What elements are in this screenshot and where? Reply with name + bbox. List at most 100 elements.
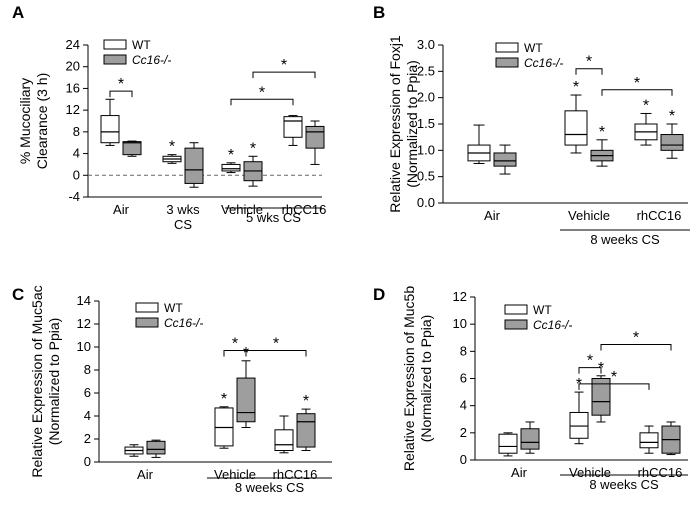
significance-bracket bbox=[578, 367, 602, 374]
significance-star: * bbox=[599, 124, 605, 141]
box-ko bbox=[146, 439, 166, 458]
y-tick-label: 12 bbox=[453, 289, 467, 304]
box-ko bbox=[590, 139, 614, 167]
x-category-label: 3 wks bbox=[166, 202, 200, 217]
group-label: 8 weeks CS bbox=[590, 232, 660, 247]
box-iqr bbox=[184, 147, 204, 184]
y-tick-label: 4 bbox=[73, 146, 80, 161]
box-iqr bbox=[100, 115, 120, 144]
box-iqr bbox=[493, 152, 517, 167]
legend-swatch bbox=[135, 317, 159, 328]
box-ko bbox=[305, 120, 325, 165]
bracket-star: * bbox=[586, 54, 592, 71]
y-tick-label: 6 bbox=[84, 385, 91, 400]
y-tick-label: 24 bbox=[66, 37, 80, 52]
x-category-label: rhCC16 bbox=[282, 202, 327, 217]
panel-letter: C bbox=[12, 285, 24, 304]
panel-letter: A bbox=[12, 3, 24, 22]
box-iqr bbox=[146, 440, 166, 455]
box-wt bbox=[283, 115, 303, 146]
box-wt bbox=[274, 415, 294, 454]
significance-bracket bbox=[109, 90, 133, 98]
y-tick-label: 0 bbox=[460, 452, 467, 467]
legend-label: Cc16-/- bbox=[132, 53, 171, 67]
significance-star: * bbox=[643, 97, 649, 114]
box-iqr bbox=[122, 141, 142, 156]
x-category-label: Air bbox=[484, 208, 501, 223]
legend-label: WT bbox=[132, 38, 151, 52]
box-ko bbox=[591, 375, 611, 423]
legend-label: WT bbox=[524, 41, 543, 55]
panel-b: B 0.0 0.5 1.0 1.5 2.0 2.5 3.0 Relative Expressio… bbox=[373, 3, 690, 247]
significance-bracket bbox=[575, 68, 603, 75]
y-tick-label: 10 bbox=[77, 339, 91, 354]
bracket-star: * bbox=[232, 335, 238, 352]
box-ko bbox=[243, 155, 263, 187]
box-wt bbox=[467, 124, 491, 164]
significance-star: * bbox=[228, 147, 234, 164]
y-axis-label: (Normalized to Ppia) bbox=[418, 315, 434, 443]
box-wt bbox=[564, 94, 588, 154]
box-ko bbox=[520, 421, 540, 454]
bracket-star: * bbox=[281, 57, 287, 74]
y-axis-label: (Normalized to Ppia) bbox=[404, 60, 420, 188]
legend-label: Cc16-/- bbox=[524, 56, 563, 70]
panel-letter: B bbox=[373, 3, 385, 22]
significance-bracket bbox=[601, 89, 673, 96]
legend-label: WT bbox=[533, 303, 552, 317]
bracket-star: * bbox=[611, 369, 617, 386]
bracket-star: * bbox=[118, 76, 124, 93]
box-ko bbox=[236, 360, 256, 428]
significance-bracket bbox=[245, 349, 307, 357]
y-tick-label: 8 bbox=[460, 343, 467, 358]
box-wt bbox=[100, 98, 120, 146]
box-iqr bbox=[236, 377, 256, 423]
box-iqr bbox=[305, 125, 325, 149]
y-tick-label: 4 bbox=[460, 398, 467, 413]
y-tick-label: 2 bbox=[460, 425, 467, 440]
significance-star: * bbox=[250, 140, 256, 157]
y-tick-label: 6 bbox=[460, 371, 467, 386]
y-tick-label: 2 bbox=[84, 431, 91, 446]
box-ko bbox=[122, 140, 142, 157]
x-category-label: Vehicle bbox=[568, 208, 610, 223]
significance-bracket bbox=[230, 98, 294, 106]
x-category-label: Air bbox=[137, 467, 154, 482]
box-iqr bbox=[520, 428, 540, 450]
box-ko bbox=[661, 421, 681, 456]
legend-swatch bbox=[504, 304, 528, 315]
box-wt bbox=[124, 444, 144, 457]
y-tick-label: 12 bbox=[77, 316, 91, 331]
panel-letter: D bbox=[373, 285, 385, 304]
box-iqr bbox=[660, 134, 684, 151]
legend-label: WT bbox=[164, 301, 183, 315]
bracket-star: * bbox=[273, 335, 279, 352]
significance-star: * bbox=[169, 139, 175, 156]
box-wt bbox=[214, 406, 234, 449]
y-tick-label: 20 bbox=[66, 59, 80, 74]
x-category-label: CS bbox=[174, 217, 192, 232]
legend-swatch bbox=[495, 57, 519, 68]
significance-bracket bbox=[600, 344, 672, 351]
box-wt bbox=[221, 162, 241, 174]
group-label: 5 wks CS bbox=[246, 210, 301, 225]
y-tick-label: 1.0 bbox=[417, 142, 435, 157]
x-category-label: rhCC16 bbox=[638, 465, 683, 480]
panel-c: C 0 2 4 6 8 10 12 14 Relative Expression of Muc5a… bbox=[12, 285, 332, 495]
significance-bracket bbox=[578, 383, 650, 390]
x-category-label: Air bbox=[511, 465, 528, 480]
legend-label: Cc16-/- bbox=[164, 316, 203, 330]
bracket-star: * bbox=[634, 75, 640, 92]
box-wt bbox=[639, 425, 659, 454]
y-tick-label: 0 bbox=[84, 454, 91, 469]
box-wt bbox=[569, 391, 589, 445]
y-tick-label: 0 bbox=[73, 167, 80, 182]
y-axis-label: Relative Expression of Muc5ac bbox=[29, 285, 45, 477]
box-wt bbox=[162, 154, 182, 164]
x-category-label: rhCC16 bbox=[637, 208, 682, 223]
box-ko bbox=[184, 142, 204, 188]
y-tick-label: 14 bbox=[77, 293, 91, 308]
box-iqr bbox=[274, 429, 294, 451]
y-axis-label: (Normalized to Ppia) bbox=[46, 318, 62, 446]
significance-star: * bbox=[303, 393, 309, 410]
